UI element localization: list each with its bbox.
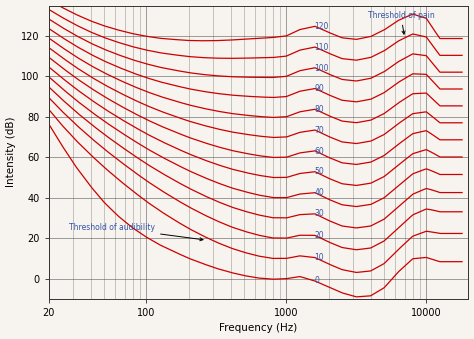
X-axis label: Frequency (Hz): Frequency (Hz)	[219, 323, 298, 334]
Text: 40: 40	[314, 188, 324, 197]
Text: 100: 100	[314, 64, 329, 73]
Text: 110: 110	[314, 43, 328, 52]
Y-axis label: Intensity (dB): Intensity (dB)	[6, 117, 16, 187]
Text: 10: 10	[314, 253, 324, 262]
Text: 70: 70	[314, 126, 324, 135]
Text: Threshold of pain: Threshold of pain	[367, 11, 434, 34]
Text: 20: 20	[314, 231, 324, 240]
Text: Threshold of audibility: Threshold of audibility	[69, 223, 203, 241]
Text: 80: 80	[314, 105, 324, 114]
Text: 0: 0	[314, 276, 319, 285]
Text: 60: 60	[314, 146, 324, 156]
Text: 90: 90	[314, 84, 324, 93]
Text: 120: 120	[314, 22, 328, 31]
Text: 50: 50	[314, 167, 324, 176]
Text: 30: 30	[314, 210, 324, 218]
